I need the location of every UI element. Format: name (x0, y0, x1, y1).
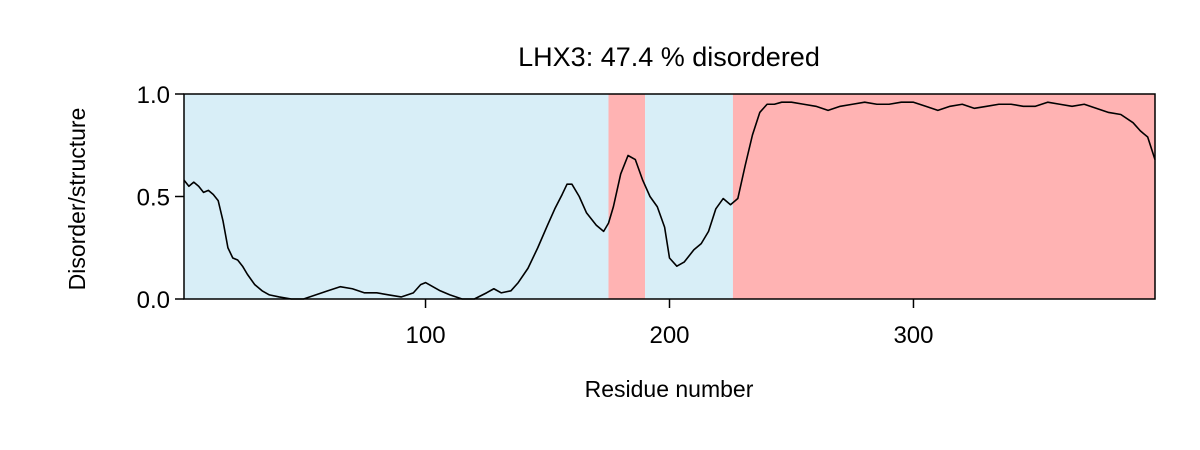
region-band-structured-2 (645, 94, 733, 299)
x-axis-label: Residue number (585, 376, 754, 402)
y-tick-label: 1.0 (137, 82, 170, 109)
y-tick-label: 0.0 (137, 287, 170, 314)
x-tick-label: 300 (893, 322, 933, 349)
region-band-structured-0 (184, 94, 609, 299)
y-axis-ticks: 0.0 0.5 1.0 (137, 82, 184, 314)
x-tick-label: 200 (649, 322, 689, 349)
x-axis-ticks: 100 200 300 (406, 299, 933, 349)
x-tick-label: 100 (406, 322, 446, 349)
region-band-disordered-3 (732, 94, 1155, 299)
chart-title: LHX3: 47.4 % disordered (518, 42, 820, 72)
y-axis-label: Disorder/structure (64, 108, 90, 291)
region-band-disordered-1 (608, 94, 646, 299)
region-bands (184, 94, 1155, 299)
y-tick-label: 0.5 (137, 185, 170, 212)
